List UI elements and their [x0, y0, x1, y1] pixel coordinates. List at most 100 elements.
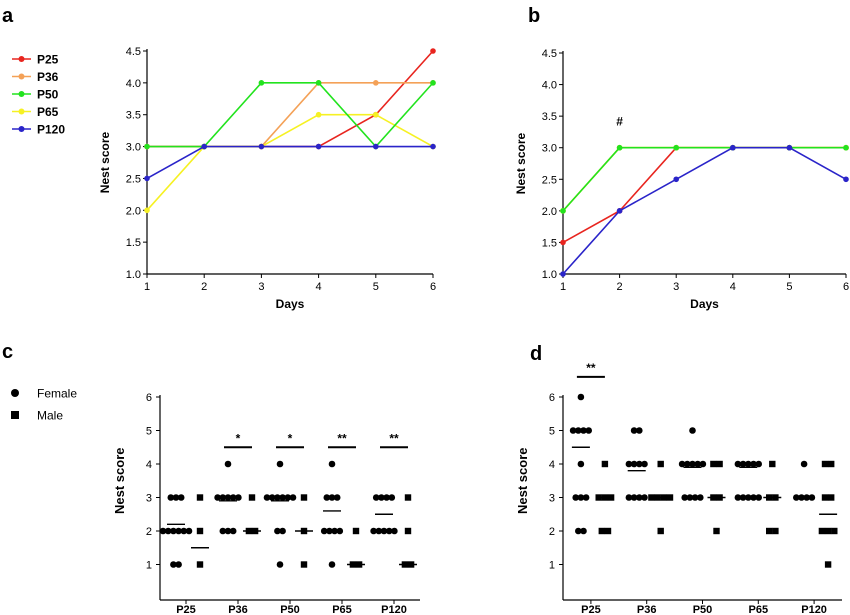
female-point: [235, 494, 242, 501]
x-tick-label: 2: [201, 281, 207, 293]
female-point: [172, 494, 180, 501]
female-point: [575, 427, 582, 434]
female-point: [800, 460, 808, 468]
female-point: [739, 494, 747, 501]
female-point: [681, 494, 688, 501]
female-point: [175, 561, 182, 568]
y-tick-label: 3.0: [542, 143, 557, 155]
series-line-p120: [562, 146, 847, 275]
female-point: [268, 494, 276, 501]
female-point: [684, 460, 691, 468]
female-point: [388, 494, 396, 501]
female-point: [274, 527, 281, 535]
female-point: [580, 427, 587, 434]
female-point: [224, 460, 232, 468]
male-point: [821, 460, 829, 468]
data-point-p50: [258, 80, 265, 86]
female-point: [170, 527, 177, 535]
female-point: [180, 527, 188, 535]
male-point: [824, 527, 832, 535]
female-point: [636, 427, 643, 434]
data-point-p120: [144, 175, 150, 182]
y-tick-label: 4.0: [126, 78, 141, 90]
female-point: [577, 494, 585, 501]
female-point: [625, 494, 633, 501]
female-point: [224, 494, 232, 501]
panel-label-b: b: [528, 5, 540, 27]
y-tick-label: 2.5: [542, 174, 557, 186]
female-point: [289, 494, 297, 501]
female-point: [279, 494, 286, 501]
female-point: [755, 494, 762, 501]
female-point: [370, 527, 377, 535]
data-point-p25: [560, 239, 566, 246]
female-point: [691, 494, 699, 501]
y-tick-label: 4.0: [542, 80, 557, 92]
data-point-p120: [730, 144, 736, 151]
male-point: [300, 561, 308, 568]
female-point: [745, 460, 752, 468]
male-point: [666, 494, 674, 501]
female-point: [582, 494, 590, 501]
data-point-p50: [673, 144, 679, 151]
x-axis-label: Days: [690, 297, 719, 311]
female-point: [739, 460, 747, 468]
significance-label: *: [288, 431, 293, 445]
female-point: [699, 460, 707, 468]
data-point-p50: [144, 143, 150, 150]
legend-label-p50: P50: [37, 88, 59, 102]
y-axis-label: Nest score: [98, 131, 112, 193]
x-tick-label: P36: [637, 604, 657, 615]
male-point: [828, 494, 835, 501]
female-point: [572, 494, 579, 501]
x-tick-label: P25: [176, 604, 196, 615]
series-line-p25: [562, 146, 846, 244]
y-tick-label: 2.5: [126, 173, 141, 185]
male-point: [828, 460, 835, 468]
data-point-p120: [673, 176, 679, 183]
x-tick-label: P25: [581, 604, 601, 615]
male-point: [352, 527, 360, 535]
y-axis-label: Nest score: [514, 132, 528, 194]
male-point: [657, 460, 664, 468]
chart-panel-a: 1.0 1.5 2.0 2.5 3.0 3.5 4.0 4.5 1 2 3 4 5 6 Days Nest s…: [98, 46, 436, 311]
legend-marker-p25: [18, 56, 25, 62]
legend-label-p25: P25: [37, 53, 59, 67]
female-point: [276, 460, 284, 468]
female-point: [383, 494, 390, 501]
male-point: [601, 460, 609, 468]
male-point: [248, 494, 256, 501]
y-tick-label: 4.5: [542, 48, 557, 60]
y-tick-label: 3.5: [126, 110, 141, 122]
y-tick-label: 1: [549, 560, 555, 572]
female-point: [641, 460, 648, 468]
series-line-p65: [146, 113, 434, 211]
male-point: [831, 527, 838, 535]
chart-panel-d: 1 2 3 4 5 6 P25 P36 P50 P65 P120 Nest score **: [515, 361, 842, 615]
male-point: [769, 460, 776, 468]
male-point: [404, 527, 412, 535]
male-point: [716, 460, 723, 468]
legend-marker-p36: [18, 73, 25, 80]
series-line-p50: [562, 146, 846, 212]
panel-label-c: c: [2, 341, 13, 363]
female-point: [219, 494, 227, 501]
data-point-p25: [430, 48, 436, 54]
series-line-p36: [147, 82, 433, 148]
female-point: [328, 460, 336, 468]
female-point: [641, 494, 648, 501]
data-point-p120: [786, 144, 793, 151]
data-point-p120: [560, 271, 566, 277]
series-line-p25: [147, 50, 434, 148]
female-point: [625, 460, 633, 468]
female-point: [745, 494, 752, 501]
male-point: [710, 460, 717, 468]
y-tick-label: 1.0: [126, 269, 141, 281]
legend-label-p120: P120: [37, 123, 65, 137]
data-point-p50: [560, 208, 566, 214]
male-point: [713, 527, 720, 535]
x-tick-label: P120: [381, 604, 407, 615]
female-point: [326, 527, 333, 535]
legend-label-male: Male: [37, 409, 63, 423]
